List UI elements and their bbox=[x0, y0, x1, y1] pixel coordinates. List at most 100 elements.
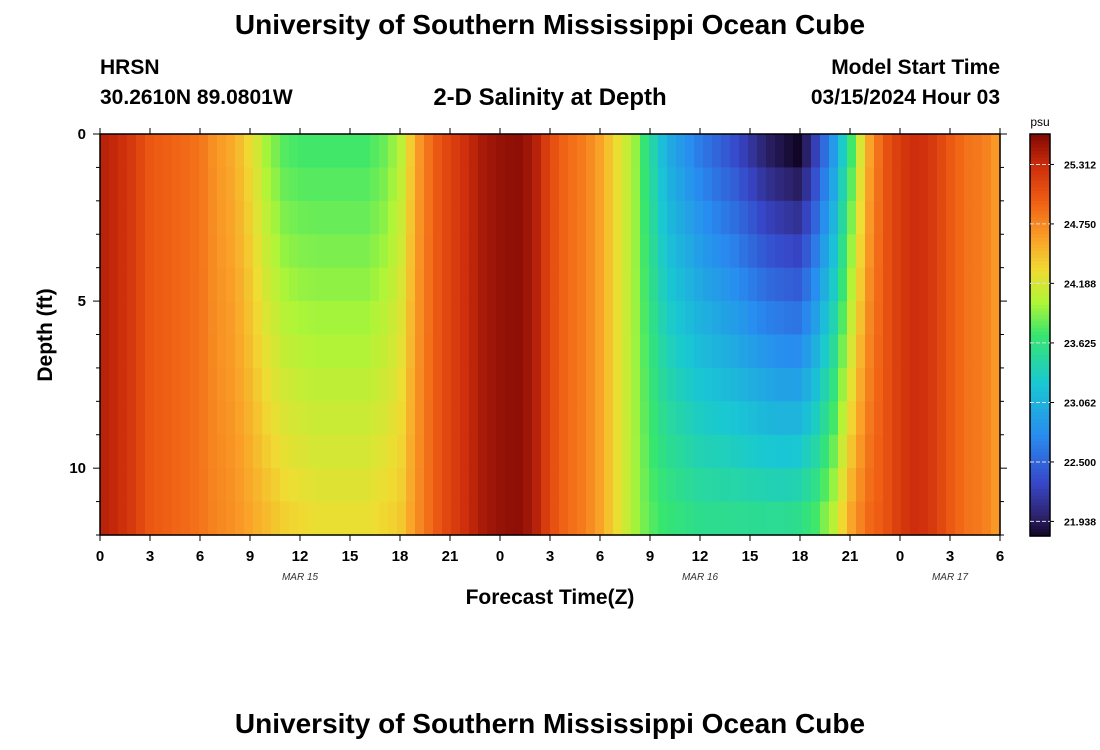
heatmap-cell bbox=[658, 334, 668, 369]
x-tick-label: 9 bbox=[646, 548, 654, 565]
colorbar-segment bbox=[1030, 214, 1050, 219]
heatmap-cell bbox=[784, 267, 794, 302]
heatmap-cell bbox=[451, 434, 461, 469]
heatmap-cell bbox=[703, 401, 713, 436]
heatmap-cell bbox=[613, 367, 623, 402]
colorbar-segment bbox=[1030, 204, 1050, 209]
heatmap-cell bbox=[172, 401, 182, 436]
heatmap-cell bbox=[676, 267, 686, 302]
heatmap-cell bbox=[694, 200, 704, 235]
heatmap-cell bbox=[217, 267, 227, 302]
colorbar-segment bbox=[1030, 445, 1050, 450]
heatmap-cell bbox=[532, 468, 542, 503]
heatmap-cell bbox=[244, 200, 254, 235]
heatmap-cell bbox=[919, 334, 929, 369]
colorbar-tick-label: 23.625 bbox=[1064, 338, 1096, 350]
heatmap-cell bbox=[667, 134, 677, 169]
heatmap-cell bbox=[613, 167, 623, 202]
heatmap-cell bbox=[784, 334, 794, 369]
heatmap-cell bbox=[433, 267, 443, 302]
heatmap-cell bbox=[217, 501, 227, 536]
heatmap-cell bbox=[379, 134, 389, 169]
heatmap-cell bbox=[415, 167, 425, 202]
heatmap-cell bbox=[649, 234, 659, 269]
heatmap-cell bbox=[604, 301, 614, 336]
heatmap-cell bbox=[622, 501, 632, 536]
heatmap-cell bbox=[298, 234, 308, 269]
colorbar-segment bbox=[1030, 321, 1050, 326]
colorbar-segment bbox=[1030, 257, 1050, 262]
heatmap-cell bbox=[289, 501, 299, 536]
chart-axes: 0 3 6 9 12 15 18 21 0 3 6 9 12 15 18 21 0 3 6 MAR 15 MAR 16 M… bbox=[69, 126, 1007, 583]
heatmap-cell bbox=[730, 468, 740, 503]
heatmap-cell bbox=[658, 367, 668, 402]
heatmap-cell bbox=[145, 468, 155, 503]
heatmap-cell bbox=[730, 367, 740, 402]
heatmap-cell bbox=[244, 234, 254, 269]
heatmap-cell bbox=[892, 167, 902, 202]
heatmap-cell bbox=[919, 200, 929, 235]
heatmap-cell bbox=[307, 401, 317, 436]
heatmap-cell bbox=[784, 401, 794, 436]
heatmap-cell bbox=[298, 301, 308, 336]
heatmap-cell bbox=[991, 200, 1001, 235]
heatmap-cell bbox=[640, 134, 650, 169]
heatmap-cell bbox=[838, 200, 848, 235]
colorbar-segment bbox=[1030, 415, 1050, 420]
heatmap-cell bbox=[766, 267, 776, 302]
heatmap-cell bbox=[307, 434, 317, 469]
heatmap-cell bbox=[505, 200, 515, 235]
heatmap-cell bbox=[955, 167, 965, 202]
heatmap-cell bbox=[586, 234, 596, 269]
heatmap-cell bbox=[739, 367, 749, 402]
heatmap-cell bbox=[748, 468, 758, 503]
heatmap-cell bbox=[487, 167, 497, 202]
heatmap-cell bbox=[685, 468, 695, 503]
heatmap-cell bbox=[235, 401, 245, 436]
heatmap-cell bbox=[775, 401, 785, 436]
heatmap-cell bbox=[442, 401, 452, 436]
heatmap-cell bbox=[559, 334, 569, 369]
heatmap-cell bbox=[172, 134, 182, 169]
colorbar-segment bbox=[1030, 512, 1050, 517]
heatmap-cell bbox=[370, 134, 380, 169]
colorbar-unit: psu bbox=[1030, 115, 1049, 129]
heatmap-cell bbox=[802, 234, 812, 269]
heatmap-cell bbox=[838, 234, 848, 269]
heatmap-cell bbox=[361, 434, 371, 469]
heatmap-cell bbox=[694, 501, 704, 536]
heatmap-cell bbox=[973, 167, 983, 202]
heatmap-cell bbox=[946, 501, 956, 536]
heatmap-cell bbox=[316, 267, 326, 302]
heatmap-cell bbox=[757, 200, 767, 235]
heatmap-cell bbox=[676, 434, 686, 469]
heatmap-cell bbox=[991, 134, 1001, 169]
heatmap-cell bbox=[703, 301, 713, 336]
heatmap-cell bbox=[532, 301, 542, 336]
heatmap-cell bbox=[946, 468, 956, 503]
heatmap-cell bbox=[487, 434, 497, 469]
heatmap-cell bbox=[712, 200, 722, 235]
heatmap-cell bbox=[145, 267, 155, 302]
heatmap-cell bbox=[154, 334, 164, 369]
heatmap-cell bbox=[631, 200, 641, 235]
heatmap-cell bbox=[424, 401, 434, 436]
heatmap-cell bbox=[712, 367, 722, 402]
heatmap-cell bbox=[478, 334, 488, 369]
heatmap-cell bbox=[631, 501, 641, 536]
heatmap-cell bbox=[316, 134, 326, 169]
heatmap-cell bbox=[136, 267, 146, 302]
heatmap-cell bbox=[667, 468, 677, 503]
colorbar-segment bbox=[1030, 448, 1050, 453]
heatmap-cell bbox=[334, 501, 344, 536]
heatmap-cell bbox=[622, 301, 632, 336]
heatmap-cell bbox=[631, 234, 641, 269]
heatmap-cell bbox=[946, 234, 956, 269]
heatmap-cell bbox=[433, 401, 443, 436]
station-coordinates: 30.2610N 89.0801W bbox=[100, 86, 293, 109]
heatmap-cell bbox=[136, 334, 146, 369]
heatmap-cell bbox=[397, 401, 407, 436]
heatmap-cell bbox=[100, 234, 110, 269]
colorbar-segment bbox=[1030, 465, 1050, 470]
colorbar-segment bbox=[1030, 341, 1050, 346]
